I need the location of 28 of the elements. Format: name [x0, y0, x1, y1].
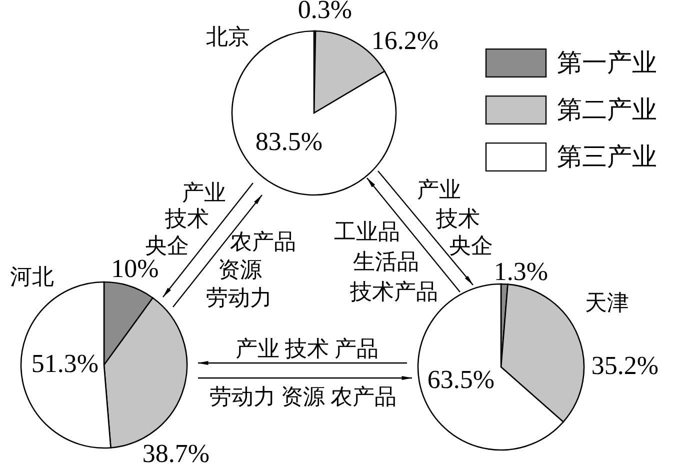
text: 生活品	[353, 249, 419, 274]
text: 农产品	[230, 229, 296, 254]
text: 资源	[218, 257, 262, 282]
data-label: 0.3%	[298, 0, 352, 24]
data-label: 1.3%	[494, 257, 548, 286]
slice-label: 河北	[10, 264, 54, 289]
text: 产业	[417, 177, 461, 202]
data-label: 16.2%	[371, 26, 439, 55]
text: 央企	[145, 233, 189, 258]
text: 工业品	[334, 219, 400, 244]
data-label: 83.5%	[255, 127, 323, 156]
data-label: 63.5%	[427, 365, 495, 394]
slice-label: 天津	[585, 290, 629, 315]
text: 劳动力 资源 农产品	[210, 384, 396, 409]
text: 技术	[164, 206, 209, 231]
legend-label: 第二产业	[557, 97, 657, 124]
legend-label: 第一产业	[557, 50, 657, 77]
data-label: 51.3%	[31, 349, 99, 378]
slice-label: 北京	[206, 24, 250, 49]
data-label: 35.2%	[591, 351, 659, 380]
text: 产业 技术 产品	[236, 336, 378, 361]
text: 技术产品	[349, 279, 438, 304]
text: 劳动力	[206, 285, 272, 310]
legend-label: 第三产业	[557, 144, 657, 171]
data-label: 38.7%	[142, 439, 210, 466]
text: 产业	[182, 180, 226, 205]
text: 技术	[435, 206, 480, 231]
text: 央企	[449, 233, 493, 258]
